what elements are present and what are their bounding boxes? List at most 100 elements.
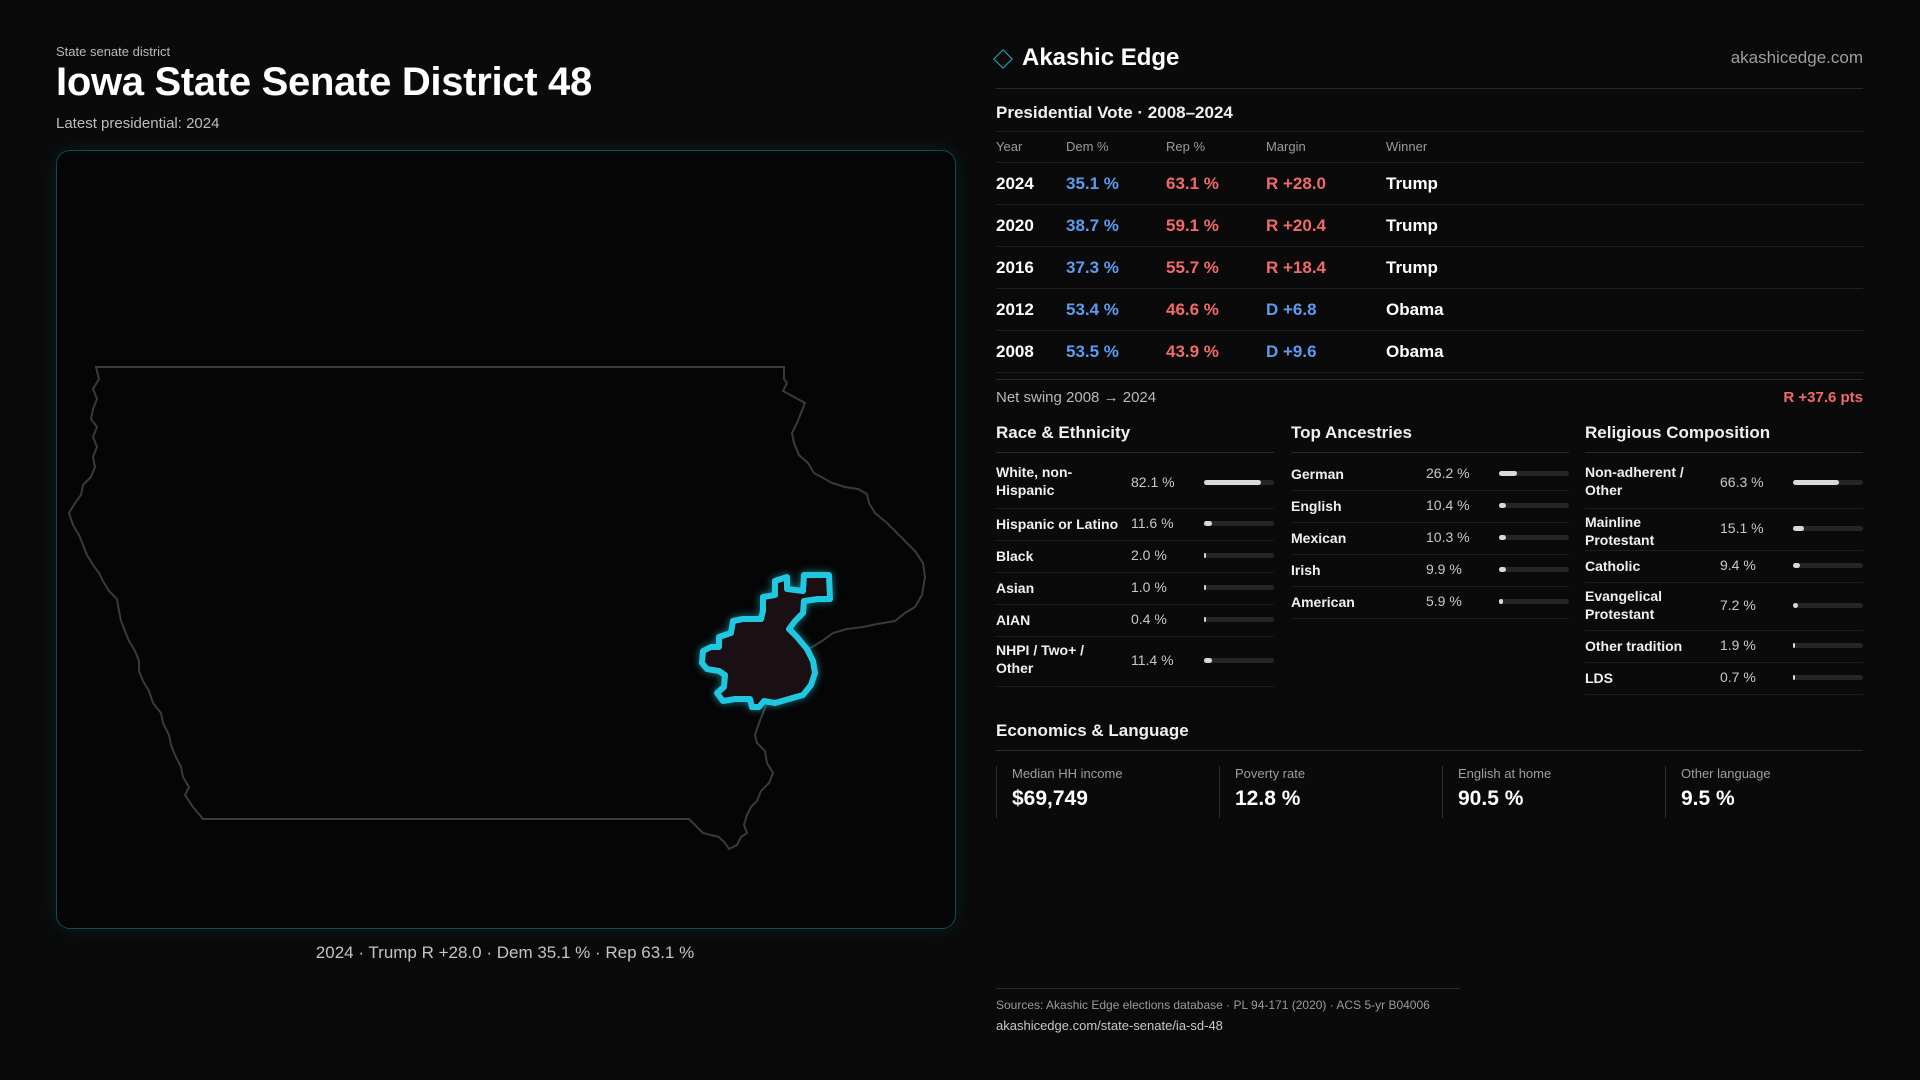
bar-track bbox=[1204, 658, 1274, 663]
bar-fill bbox=[1499, 471, 1518, 476]
list-item-value: 15.1 % bbox=[1720, 520, 1764, 536]
brand-url-link[interactable]: akashicedge.com bbox=[1730, 48, 1863, 67]
list-item: Irish 9.9 % bbox=[1291, 554, 1569, 587]
map-caption: 2024 · Trump R +28.0 · Dem 35.1 % · Rep … bbox=[315, 943, 695, 962]
list-item-label: LDS bbox=[1585, 670, 1613, 686]
stat-value: 9.5 % bbox=[1681, 787, 1735, 810]
cell-dem-pct: 53.4 % bbox=[1066, 300, 1119, 319]
stat-value: $69,749 bbox=[1012, 787, 1088, 810]
list-item: White, non-Hispanic 82.1 % bbox=[996, 458, 1274, 509]
cell-dem-pct: 37.3 % bbox=[1066, 258, 1119, 277]
list-item: Evangelical Protestant 7.2 % bbox=[1585, 582, 1863, 631]
bar-fill bbox=[1793, 563, 1800, 568]
list-item: Black 2.0 % bbox=[996, 540, 1274, 573]
cell-margin: D +6.8 bbox=[1266, 300, 1317, 319]
stat-label: Other language bbox=[1681, 766, 1771, 781]
list-item-value: 7.2 % bbox=[1720, 597, 1756, 613]
list-item: LDS 0.7 % bbox=[1585, 662, 1863, 695]
list-item-value: 10.3 % bbox=[1426, 529, 1470, 545]
bar-fill bbox=[1204, 480, 1262, 485]
list-item-label: Catholic bbox=[1585, 558, 1641, 574]
list-item-label: Mainline Protestant bbox=[1585, 514, 1655, 548]
race-section-rule bbox=[996, 452, 1274, 453]
list-item-value: 1.0 % bbox=[1131, 579, 1167, 595]
stat-label: Median HH income bbox=[1012, 766, 1123, 781]
page-subtitle: Latest presidential: 2024 bbox=[56, 115, 220, 132]
bar-fill bbox=[1793, 603, 1799, 608]
table-row: 2020 38.7 % 59.1 % R +20.4 Trump bbox=[996, 205, 1863, 247]
bar-track bbox=[1793, 603, 1863, 608]
bar-track bbox=[1204, 585, 1274, 590]
bar-track bbox=[1499, 567, 1569, 572]
bar-track bbox=[1499, 599, 1569, 604]
cell-winner: Obama bbox=[1386, 342, 1444, 361]
bar-track bbox=[1204, 521, 1274, 526]
bar-track bbox=[1793, 526, 1863, 531]
cell-rep-pct: 63.1 % bbox=[1166, 174, 1219, 193]
cell-year: 2016 bbox=[996, 258, 1034, 277]
cell-winner: Trump bbox=[1386, 216, 1438, 235]
list-item-value: 82.1 % bbox=[1131, 474, 1175, 490]
list-item: Mexican 10.3 % bbox=[1291, 522, 1569, 555]
list-item-value: 0.4 % bbox=[1131, 611, 1167, 627]
col-header-dem: Dem % bbox=[1066, 139, 1109, 154]
source-url-link[interactable]: akashicedge.com/state-senate/ia-sd-48 bbox=[996, 1018, 1223, 1033]
bar-track bbox=[1793, 480, 1863, 485]
bar-fill bbox=[1499, 535, 1507, 540]
stat-value: 90.5 % bbox=[1458, 787, 1524, 810]
stat-median-income: Median HH income $69,749 bbox=[996, 766, 1212, 818]
cell-year: 2008 bbox=[996, 342, 1034, 361]
cell-margin: R +20.4 bbox=[1266, 216, 1327, 235]
list-item-label: English bbox=[1291, 498, 1342, 514]
bar-fill bbox=[1204, 553, 1206, 558]
net-swing-label: Net swing 2008 → 2024 bbox=[996, 389, 1157, 406]
district-48-shape bbox=[699, 572, 833, 710]
list-item: Mainline Protestant 15.1 % bbox=[1585, 508, 1863, 551]
stat-label: Poverty rate bbox=[1235, 766, 1306, 781]
header-divider bbox=[996, 88, 1863, 89]
list-item: English 10.4 % bbox=[1291, 490, 1569, 523]
cell-rep-pct: 55.7 % bbox=[1166, 258, 1219, 277]
cell-rep-pct: 43.9 % bbox=[1166, 342, 1219, 361]
eyebrow-label: State senate district bbox=[56, 44, 171, 59]
list-item: German 26.2 % bbox=[1291, 458, 1569, 491]
col-header-year: Year bbox=[996, 139, 1023, 154]
sources-text: Sources: Akashic Edge elections database… bbox=[996, 998, 1430, 1012]
cell-winner: Trump bbox=[1386, 174, 1438, 193]
list-item-value: 11.4 % bbox=[1131, 652, 1174, 668]
bar-track bbox=[1499, 535, 1569, 540]
list-item-label: Irish bbox=[1291, 562, 1321, 578]
list-item-label: German bbox=[1291, 466, 1344, 482]
district-map bbox=[67, 366, 927, 851]
list-item-value: 66.3 % bbox=[1720, 474, 1764, 490]
list-item: American 5.9 % bbox=[1291, 586, 1569, 619]
table-top-rule bbox=[996, 131, 1863, 132]
cell-dem-pct: 35.1 % bbox=[1066, 174, 1119, 193]
list-item-label: American bbox=[1291, 594, 1355, 610]
stat-poverty-rate: Poverty rate 12.8 % bbox=[1219, 766, 1435, 818]
bar-fill bbox=[1793, 643, 1795, 648]
table-row: 2024 35.1 % 63.1 % R +28.0 Trump bbox=[996, 163, 1863, 205]
list-item-value: 2.0 % bbox=[1131, 547, 1167, 563]
list-item-label: Mexican bbox=[1291, 530, 1347, 546]
list-item-value: 9.9 % bbox=[1426, 561, 1462, 577]
cell-rep-pct: 59.1 % bbox=[1166, 216, 1219, 235]
list-item-value: 9.4 % bbox=[1720, 557, 1756, 573]
race-section-title: Race & Ethnicity bbox=[996, 423, 1131, 442]
religion-section-rule bbox=[1585, 452, 1863, 453]
economics-section-title: Economics & Language bbox=[996, 721, 1189, 740]
iowa-state-outline bbox=[67, 366, 927, 851]
cell-year: 2024 bbox=[996, 174, 1034, 193]
bar-track bbox=[1793, 563, 1863, 568]
bar-track bbox=[1204, 480, 1274, 485]
list-item: Asian 1.0 % bbox=[996, 572, 1274, 605]
bar-track bbox=[1793, 675, 1863, 680]
list-item-label: NHPI / Two+ / Other bbox=[996, 642, 1085, 676]
list-item-value: 26.2 % bbox=[1426, 465, 1470, 481]
bar-track bbox=[1793, 643, 1863, 648]
bar-track bbox=[1204, 553, 1274, 558]
bar-fill bbox=[1499, 567, 1506, 572]
bar-track bbox=[1204, 617, 1274, 622]
bar-fill bbox=[1204, 585, 1206, 590]
bar-track bbox=[1499, 503, 1569, 508]
